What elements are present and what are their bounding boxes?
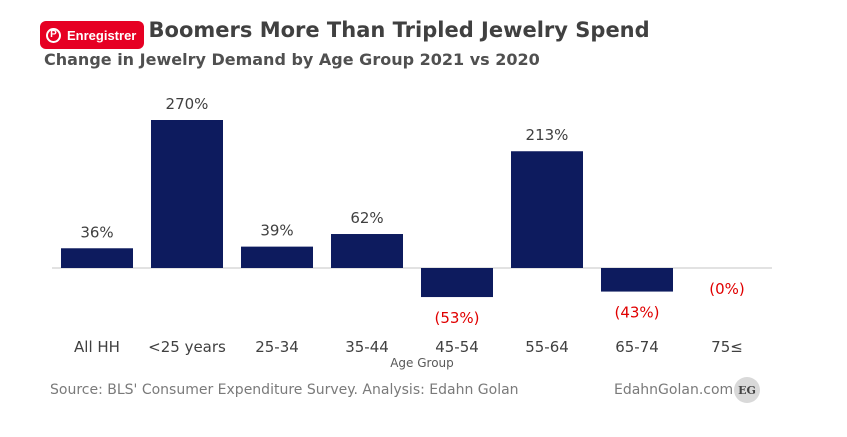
bar xyxy=(331,234,403,268)
bar xyxy=(241,246,313,268)
data-label: 36% xyxy=(80,223,113,241)
x-tick-label: 25-34 xyxy=(255,338,299,356)
data-label: (53%) xyxy=(434,309,479,327)
data-label: 62% xyxy=(350,209,383,227)
chart-subtitle: Change in Jewelry Demand by Age Group 20… xyxy=(44,50,540,69)
x-tick-label: 35-44 xyxy=(345,338,389,356)
x-tick-label: 55-64 xyxy=(525,338,569,356)
bar xyxy=(511,151,583,268)
data-label: 270% xyxy=(166,95,209,113)
x-tick-label: 75≤ xyxy=(711,338,743,356)
bar xyxy=(61,248,133,268)
x-tick-label: <25 years xyxy=(148,338,226,356)
x-tick-label: All HH xyxy=(74,338,120,356)
x-axis-label: Age Group xyxy=(390,356,454,370)
data-label: (43%) xyxy=(614,304,659,322)
x-tick-label: 65-74 xyxy=(615,338,659,356)
pinterest-icon: P xyxy=(46,27,61,43)
save-button-label: Enregistrer xyxy=(67,27,137,43)
data-label: 213% xyxy=(526,126,569,144)
pinterest-save-button[interactable]: P Enregistrer xyxy=(40,21,145,49)
brand-link[interactable]: EdahnGolan.com xyxy=(614,382,734,398)
bar xyxy=(421,268,493,298)
bar xyxy=(601,268,673,292)
chart-title: Younger Boomers More Than Tripled Jewelr… xyxy=(44,18,650,42)
data-label: 39% xyxy=(260,222,293,240)
data-label: (0%) xyxy=(709,280,745,298)
bar xyxy=(151,120,223,268)
x-tick-label: 45-54 xyxy=(435,338,479,356)
source-note: Source: BLS' Consumer Expenditure Survey… xyxy=(50,382,519,398)
brand-logo: EG xyxy=(734,377,760,403)
